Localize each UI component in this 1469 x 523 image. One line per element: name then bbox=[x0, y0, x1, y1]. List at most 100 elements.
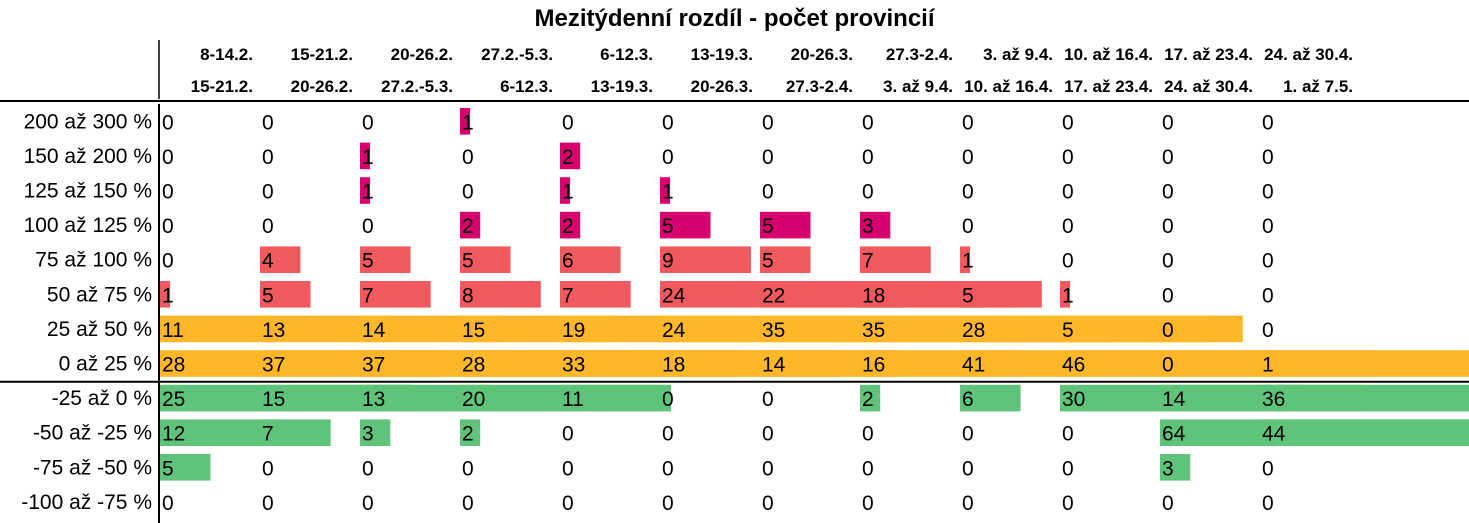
data-value: 25 bbox=[162, 388, 185, 411]
data-value: 8 bbox=[462, 284, 474, 307]
data-value: 7 bbox=[262, 423, 274, 446]
data-value: 0 bbox=[162, 146, 174, 169]
data-value: 0 bbox=[862, 457, 874, 480]
data-value: 0 bbox=[362, 457, 374, 480]
data-value: 0 bbox=[462, 457, 474, 480]
data-value: 0 bbox=[1162, 111, 1174, 134]
data-value: 15 bbox=[262, 388, 285, 411]
data-bar bbox=[160, 281, 171, 308]
data-value: 46 bbox=[1062, 354, 1085, 377]
data-value: 0 bbox=[862, 181, 874, 204]
data-bar bbox=[560, 281, 631, 308]
data-value: 2 bbox=[562, 146, 574, 169]
data-value: 15 bbox=[462, 319, 485, 342]
data-value: 0 bbox=[762, 388, 774, 411]
data-value: 0 bbox=[262, 181, 274, 204]
data-value: 0 bbox=[962, 111, 974, 134]
data-bar bbox=[160, 315, 272, 343]
data-value: 0 bbox=[762, 492, 774, 515]
data-value: 0 bbox=[1262, 250, 1274, 273]
data-value: 18 bbox=[662, 354, 685, 377]
data-value: 0 bbox=[362, 215, 374, 238]
data-value: 1 bbox=[1062, 284, 1074, 307]
data-value: 7 bbox=[862, 250, 874, 273]
data-value: 44 bbox=[1262, 423, 1286, 446]
data-value: 9 bbox=[662, 250, 674, 273]
data-value: 41 bbox=[962, 354, 985, 377]
data-bar bbox=[1260, 384, 1469, 412]
data-value: 5 bbox=[462, 250, 474, 273]
data-bar bbox=[560, 142, 581, 170]
data-value: 1 bbox=[362, 146, 374, 169]
data-value: 2 bbox=[562, 215, 574, 238]
data-value: 0 bbox=[1262, 146, 1274, 169]
row-label: 75 až 100 % bbox=[35, 249, 152, 272]
data-bar bbox=[860, 281, 1042, 308]
column-header-line1: 27.3-2.4. bbox=[886, 45, 953, 64]
data-bar bbox=[760, 246, 811, 273]
data-value: 0 bbox=[462, 146, 474, 169]
column-header-line1: 13-19.3. bbox=[691, 45, 753, 64]
data-value: 1 bbox=[462, 111, 474, 134]
data-bar bbox=[860, 211, 891, 239]
data-value: 18 bbox=[862, 284, 885, 307]
data-value: 0 bbox=[262, 146, 274, 169]
data-value: 0 bbox=[1062, 423, 1074, 446]
column-header-line2: 13-19.3. bbox=[591, 77, 653, 96]
data-value: 1 bbox=[1262, 354, 1274, 377]
data-value: 24 bbox=[662, 319, 686, 342]
chart-title: Mezitýdenní rozdíl - počet provincií bbox=[534, 5, 935, 32]
data-value: 0 bbox=[1262, 319, 1274, 342]
data-value: 35 bbox=[762, 319, 785, 342]
data-value: 0 bbox=[1262, 181, 1274, 204]
data-value: 36 bbox=[1262, 388, 1285, 411]
data-bar bbox=[260, 419, 331, 446]
data-value: 0 bbox=[1262, 284, 1274, 307]
data-value: 0 bbox=[1162, 354, 1174, 377]
column-header-line1: 20-26.2. bbox=[391, 45, 453, 64]
data-value: 20 bbox=[462, 388, 485, 411]
data-bar bbox=[360, 419, 391, 446]
data-value: 11 bbox=[562, 388, 584, 411]
row-label: -100 až -75 % bbox=[21, 491, 152, 514]
data-value: 0 bbox=[162, 181, 174, 204]
data-bar bbox=[360, 281, 431, 308]
column-header-line1: 27.2.-5.3. bbox=[481, 45, 553, 64]
data-value: 4 bbox=[262, 250, 274, 273]
data-value: 0 bbox=[662, 388, 674, 411]
data-bar bbox=[260, 281, 311, 308]
data-bar bbox=[460, 108, 471, 135]
data-value: 0 bbox=[1062, 250, 1074, 273]
data-bar bbox=[960, 384, 1021, 412]
column-header-line2: 24. až 30.4. bbox=[1164, 77, 1253, 96]
column-header-line1: 10. až 16.4. bbox=[1064, 45, 1153, 64]
data-value: 12 bbox=[162, 423, 185, 446]
data-value: 5 bbox=[262, 284, 274, 307]
data-value: 14 bbox=[362, 319, 386, 342]
row-label: 100 až 125 % bbox=[24, 214, 152, 237]
data-value: 6 bbox=[562, 250, 574, 273]
data-value: 0 bbox=[862, 111, 874, 134]
data-bar bbox=[660, 246, 751, 273]
data-value: 2 bbox=[862, 388, 874, 411]
data-value: 0 bbox=[262, 215, 274, 238]
data-bar bbox=[660, 177, 671, 204]
data-value: 0 bbox=[662, 423, 674, 446]
row-label: -50 až -25 % bbox=[33, 422, 152, 445]
data-value: 5 bbox=[762, 250, 774, 273]
row-label: 150 až 200 % bbox=[24, 145, 152, 168]
data-value: 0 bbox=[862, 423, 874, 446]
data-value: 28 bbox=[462, 354, 485, 377]
data-value: 0 bbox=[562, 457, 574, 480]
data-value: 0 bbox=[1162, 492, 1174, 515]
data-value: 2 bbox=[462, 423, 474, 446]
data-value: 5 bbox=[162, 457, 174, 480]
data-value: 0 bbox=[762, 181, 774, 204]
data-value: 7 bbox=[362, 284, 374, 307]
data-bar bbox=[360, 246, 411, 273]
data-value: 0 bbox=[962, 146, 974, 169]
data-bar bbox=[360, 177, 371, 204]
data-value: 0 bbox=[162, 215, 174, 238]
data-bar bbox=[1260, 419, 1469, 446]
